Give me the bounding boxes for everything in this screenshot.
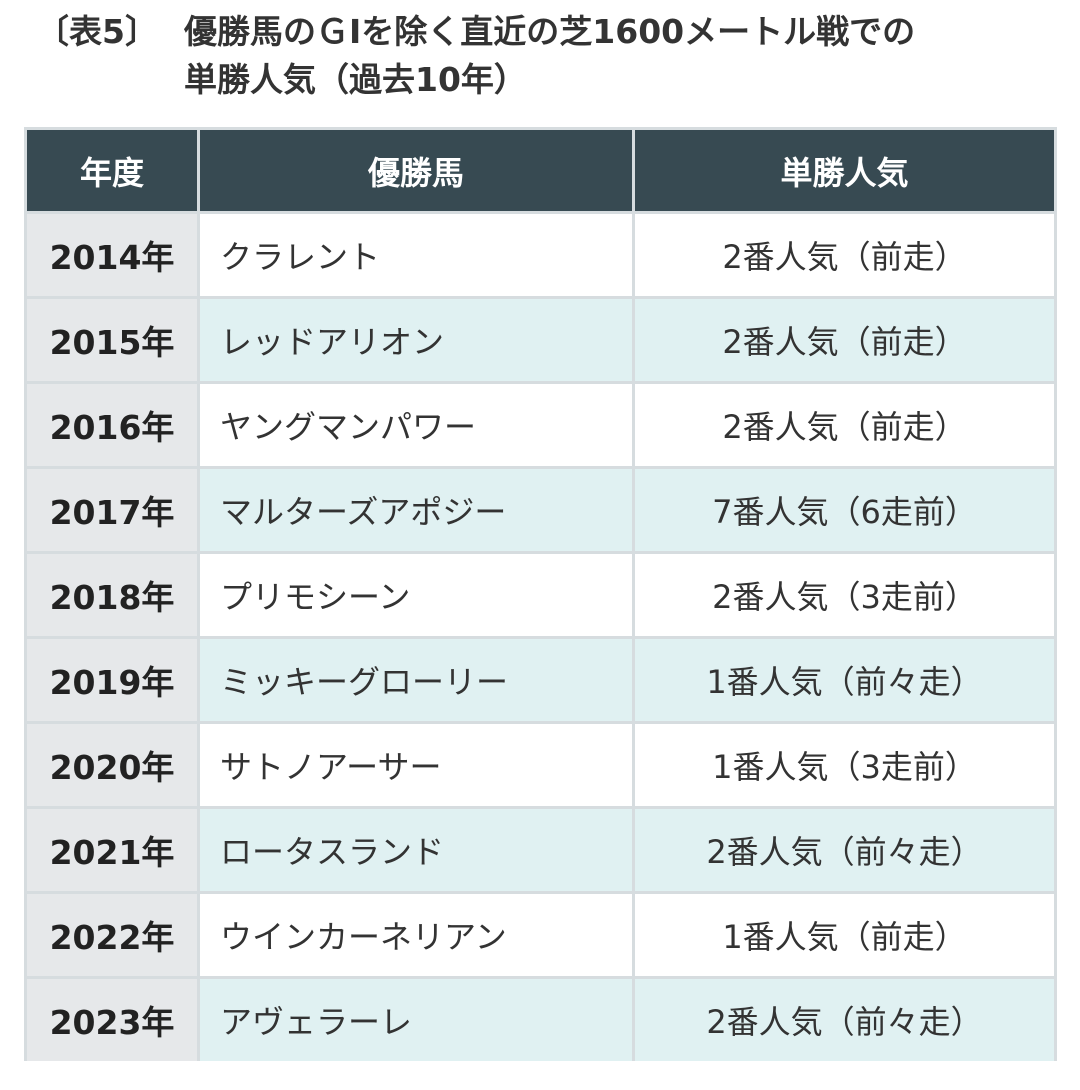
row-popularity: 2番人気（前々走）: [635, 979, 1054, 1061]
row-winner: レッドアリオン: [200, 299, 632, 381]
row-year: 2019年: [27, 639, 197, 721]
row-winner: プリモシーン: [200, 554, 632, 636]
row-popularity: 1番人気（3走前）: [635, 724, 1054, 806]
table-title-line-1: 優勝馬のＧⅠを除く直近の芝1600メートル戦での: [184, 12, 916, 51]
row-popularity: 2番人気（3走前）: [635, 554, 1054, 636]
row-winner: ヤングマンパワー: [200, 384, 632, 466]
row-popularity: 1番人気（前々走）: [635, 639, 1054, 721]
row-winner: サトノアーサー: [200, 724, 632, 806]
table-caption: 〔表5〕 優勝馬のＧⅠを除く直近の芝1600メートル戦での 単勝人気（過去10年…: [36, 8, 1066, 104]
header-year: 年度: [27, 130, 197, 211]
table-number-label: 〔表5〕: [36, 12, 158, 51]
row-popularity: 7番人気（6走前）: [635, 469, 1054, 551]
row-popularity: 2番人気（前々走）: [635, 809, 1054, 891]
header-popularity: 単勝人気: [635, 130, 1054, 211]
header-winner: 優勝馬: [200, 130, 632, 211]
row-winner: ミッキーグローリー: [200, 639, 632, 721]
results-table: 年度 優勝馬 単勝人気 2014年 クラレント 2番人気（前走） 2015年 レ…: [24, 127, 1057, 1061]
row-popularity: 1番人気（前走）: [635, 894, 1054, 976]
table-title-line-2: 単勝人気（過去10年）: [184, 60, 527, 99]
row-year: 2016年: [27, 384, 197, 466]
row-popularity: 2番人気（前走）: [635, 299, 1054, 381]
row-popularity: 2番人気（前走）: [635, 214, 1054, 296]
row-year: 2020年: [27, 724, 197, 806]
row-winner: クラレント: [200, 214, 632, 296]
row-year: 2015年: [27, 299, 197, 381]
row-year: 2021年: [27, 809, 197, 891]
row-year: 2022年: [27, 894, 197, 976]
row-year: 2018年: [27, 554, 197, 636]
row-year: 2017年: [27, 469, 197, 551]
table-title: 優勝馬のＧⅠを除く直近の芝1600メートル戦での 単勝人気（過去10年）: [184, 8, 1066, 104]
row-year: 2023年: [27, 979, 197, 1061]
row-popularity: 2番人気（前走）: [635, 384, 1054, 466]
row-winner: ウインカーネリアン: [200, 894, 632, 976]
row-winner: マルターズアポジー: [200, 469, 632, 551]
row-winner: アヴェラーレ: [200, 979, 632, 1061]
results-grid: 年度 優勝馬 単勝人気 2014年 クラレント 2番人気（前走） 2015年 レ…: [27, 130, 1054, 1061]
row-winner: ロータスランド: [200, 809, 632, 891]
row-year: 2014年: [27, 214, 197, 296]
